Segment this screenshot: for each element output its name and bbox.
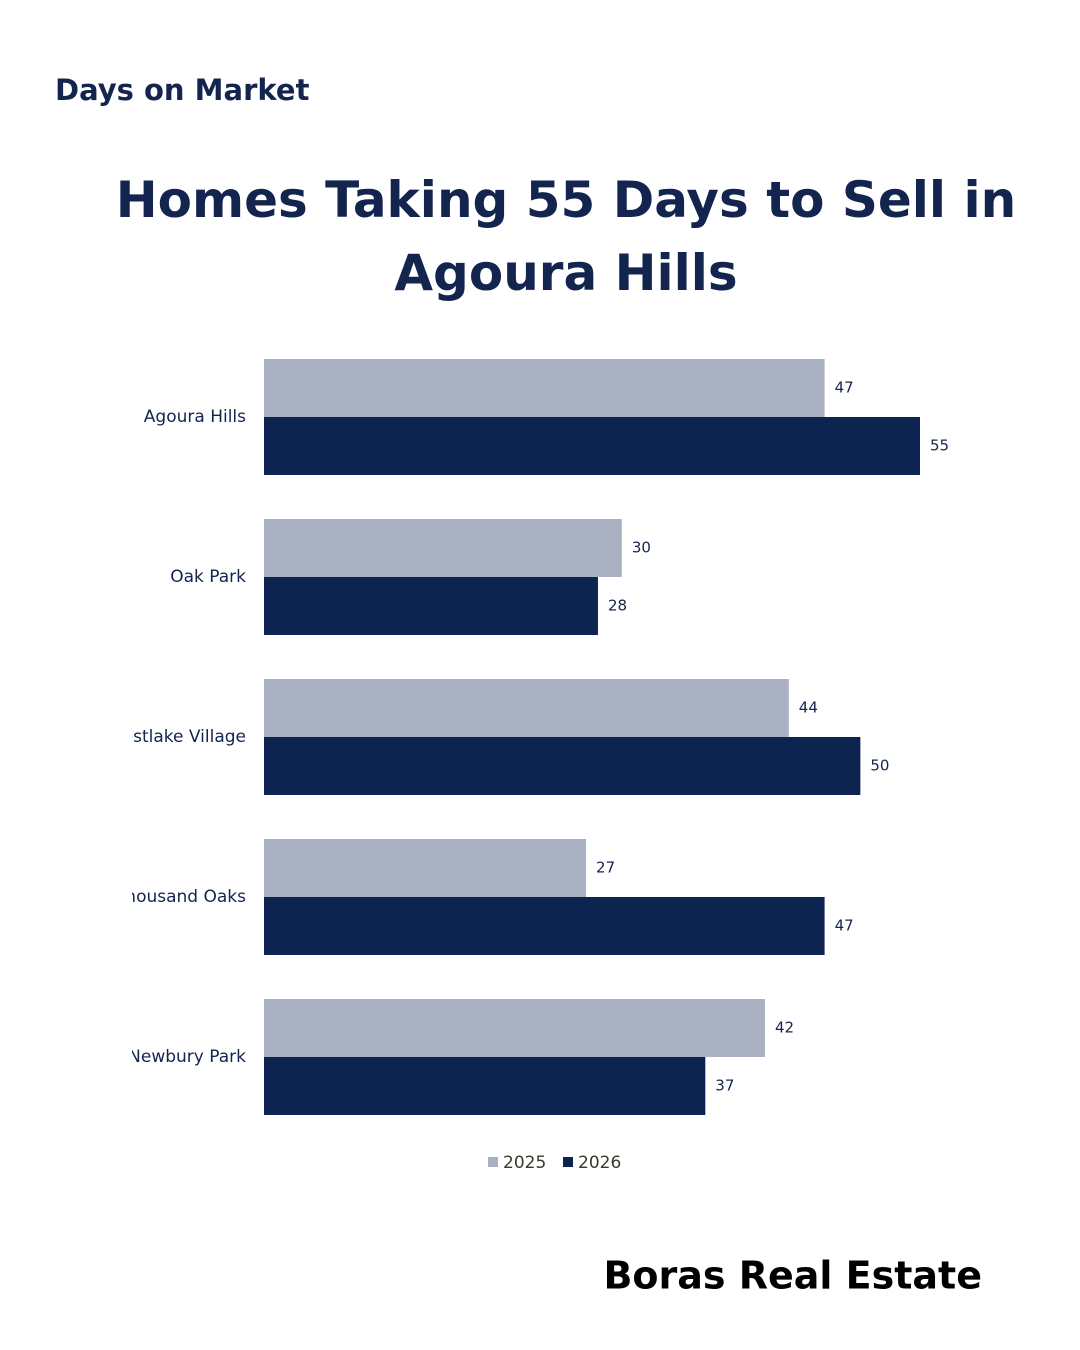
bar [264, 737, 861, 795]
category-labels: Agoura Hills Oak Park Westlake Village Thou… [107, 407, 246, 1067]
chart-title: Homes Taking 55 Days to Sell in Agoura Hi… [116, 171, 1016, 302]
value-label: 27 [596, 859, 615, 877]
value-label: 47 [835, 379, 854, 397]
bar [264, 839, 587, 897]
legend-label: 2025 [503, 1153, 546, 1173]
category-label: Newbury Park [128, 1047, 246, 1067]
bar [264, 1057, 706, 1115]
category-label: Westlake Village [107, 727, 246, 747]
bar [264, 999, 765, 1057]
bar [264, 577, 598, 635]
category-label: Oak Park [170, 567, 246, 587]
legend-label: 2026 [578, 1153, 621, 1173]
bar [264, 679, 789, 737]
category-label: Agoura Hills [144, 407, 246, 427]
bar [264, 359, 825, 417]
category-label: Thousand Oaks [114, 887, 246, 907]
value-label: 50 [870, 757, 889, 775]
value-label: 37 [715, 1077, 734, 1095]
value-label: 44 [799, 699, 818, 717]
value-label: 30 [632, 539, 651, 557]
bar [264, 417, 920, 475]
legend-swatch [488, 1157, 498, 1167]
bar [264, 897, 825, 955]
bar [264, 519, 622, 577]
value-label: 42 [775, 1019, 794, 1037]
footer-brand: Boras Real Estate [603, 1254, 982, 1298]
legend-swatch [563, 1157, 573, 1167]
header-label: Days on Market [55, 73, 310, 107]
value-label: 28 [608, 597, 627, 615]
value-label: 55 [930, 437, 949, 455]
value-label: 47 [835, 917, 854, 935]
